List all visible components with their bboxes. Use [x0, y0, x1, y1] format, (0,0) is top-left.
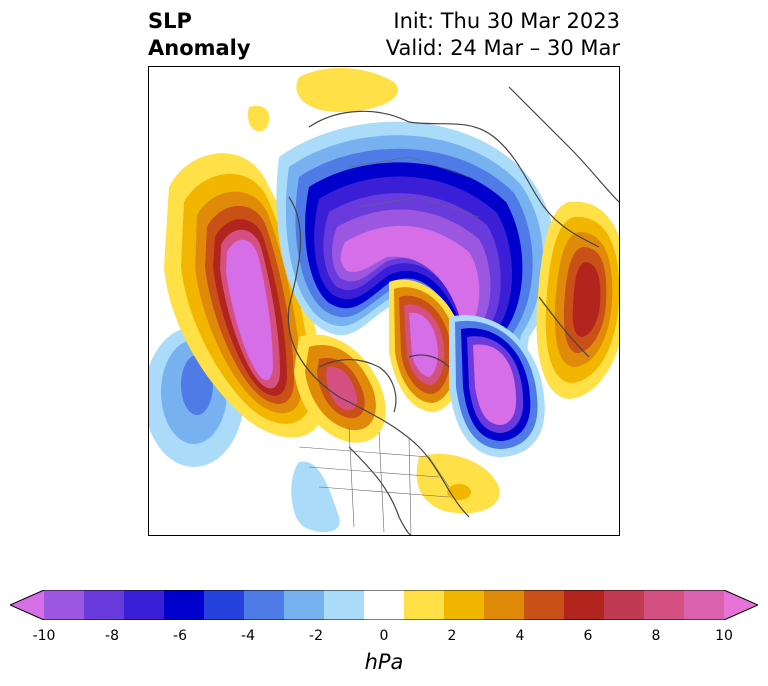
colorbar-segment [684, 590, 725, 620]
north-pacific-high [164, 153, 325, 438]
colorbar-segment [604, 590, 645, 620]
colorbar-segment [444, 590, 485, 620]
arctic-top-high [248, 67, 398, 132]
colorbar-segment [284, 590, 325, 620]
borders [298, 156, 480, 535]
map-title: SLP Anomaly [148, 8, 251, 62]
colorbar-segment [124, 590, 165, 620]
title-line-slp: SLP [148, 9, 192, 33]
colorbar-tick-label: 2 [447, 628, 457, 644]
colorbar-tick-label: -8 [105, 628, 119, 644]
colorbar-segment [164, 590, 205, 620]
colorbar-segments [10, 590, 758, 620]
colorbar-tick-label: -4 [241, 628, 255, 644]
colorbar-extend-min [10, 590, 44, 620]
colorbar-segment [404, 590, 445, 620]
colorbar-tick-label: 10 [715, 628, 733, 644]
valid-range-label: Valid: 24 Mar – 30 Mar [385, 36, 620, 60]
colorbar-segment [204, 590, 245, 620]
colorbar-segment [324, 590, 365, 620]
colorbar-segment [84, 590, 125, 620]
labrador-high [389, 279, 464, 412]
colorbar-segment [564, 590, 605, 620]
colorbar-tick-label: 8 [651, 628, 661, 644]
colorbar-segment [364, 590, 405, 620]
colorbar-tick-label: -2 [309, 628, 323, 644]
map-panel [148, 66, 620, 536]
init-date-label: Init: Thu 30 Mar 2023 [393, 9, 620, 33]
colorbar-tick-label: -6 [173, 628, 187, 644]
colorbar-segment [44, 590, 85, 620]
colorbar-tick-label: 0 [379, 628, 389, 644]
colorbar-tick-label: 4 [515, 628, 525, 644]
anomaly-map [149, 67, 619, 535]
colorbar-segment [484, 590, 525, 620]
colorbar-segment [644, 590, 685, 620]
colorbar-tick-label: -10 [32, 628, 56, 644]
coastlines [287, 86, 619, 535]
colorbar-segment [244, 590, 285, 620]
colorbar-segment [524, 590, 565, 620]
colorbar-extend-max [724, 590, 758, 620]
colorbar-unit-label: hPa [364, 650, 404, 674]
colorbar [10, 590, 758, 620]
north-america-high [294, 334, 386, 443]
map-subtitle: Init: Thu 30 Mar 2023 Valid: 24 Mar – 30… [386, 8, 620, 62]
title-line-anomaly: Anomaly [148, 36, 251, 60]
colorbar-tick-label: 6 [583, 628, 593, 644]
north-atlantic-low [449, 315, 545, 457]
eurasia-high [536, 201, 619, 399]
western-us-low [291, 461, 340, 533]
